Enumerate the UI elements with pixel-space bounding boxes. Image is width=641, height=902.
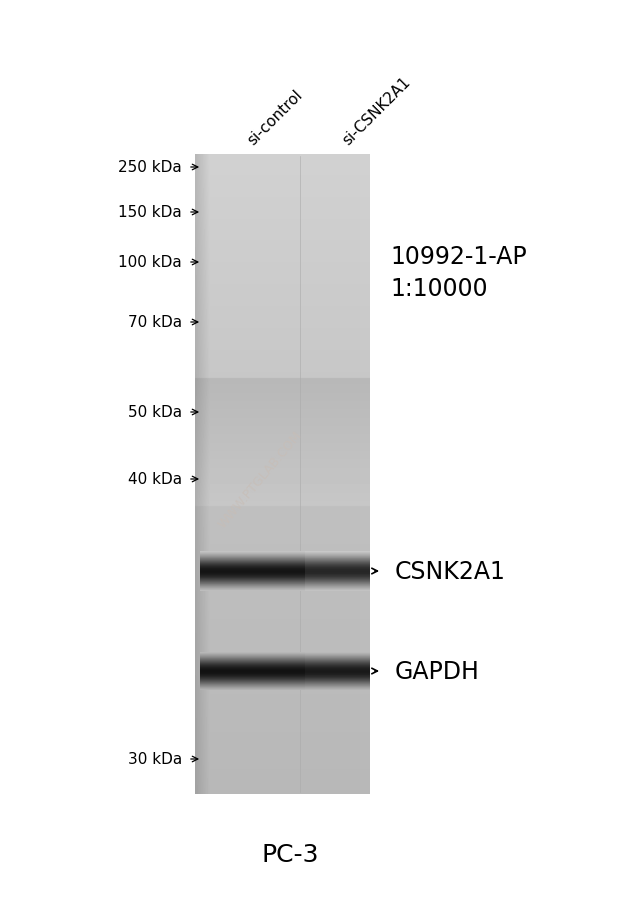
Text: 250 kDa: 250 kDa (118, 161, 182, 175)
Text: GAPDH: GAPDH (395, 659, 480, 683)
Text: CSNK2A1: CSNK2A1 (395, 559, 506, 584)
Text: 10992-1-AP
1:10000: 10992-1-AP 1:10000 (390, 244, 527, 300)
Text: WWW.PTGLAB.COM: WWW.PTGLAB.COM (215, 428, 304, 530)
Text: si-CSNK2A1: si-CSNK2A1 (340, 74, 413, 148)
Text: si-control: si-control (245, 87, 306, 148)
Text: 40 kDa: 40 kDa (128, 472, 182, 487)
Text: 70 kDa: 70 kDa (128, 315, 182, 330)
Text: 50 kDa: 50 kDa (128, 405, 182, 420)
Text: 100 kDa: 100 kDa (118, 255, 182, 271)
Text: PC-3: PC-3 (262, 842, 319, 866)
Text: 30 kDa: 30 kDa (128, 751, 182, 767)
Text: 150 kDa: 150 kDa (118, 206, 182, 220)
